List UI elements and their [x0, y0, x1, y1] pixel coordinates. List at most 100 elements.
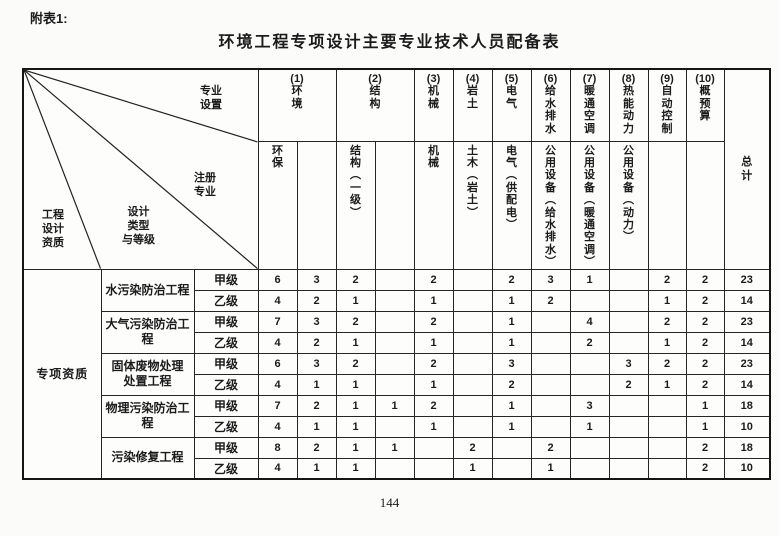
value-cell: 1 — [647, 289, 687, 312]
value-cell: 1 — [374, 394, 415, 417]
grade-cell: 甲级 — [193, 394, 259, 417]
value-cell: 2 — [413, 352, 454, 375]
grade-cell: 甲级 — [193, 268, 259, 291]
value-cell: 2 — [685, 373, 725, 396]
value-cell: 2 — [685, 457, 725, 480]
table-row: 乙级 4 2 1 1 1 2 1 2 14 — [23, 289, 771, 312]
value-cell: 1 — [413, 289, 454, 312]
project-type-cell: 固体废物处理 处置工程 — [100, 352, 195, 396]
value-cell — [413, 457, 454, 480]
value-cell: 2 — [569, 331, 610, 354]
value-cell: 1 — [413, 373, 454, 396]
value-cell: 4 — [257, 373, 298, 396]
total-cell: 18 — [723, 394, 771, 417]
value-cell: 3 — [296, 352, 337, 375]
value-cell — [608, 289, 649, 312]
value-cell — [530, 415, 571, 438]
value-cell: 4 — [257, 289, 298, 312]
personnel-table: 专业 设置 注册 专业 设计 类型 与等级 工程 设计 资质 (1) 环 境 (… — [22, 68, 772, 481]
value-cell — [491, 436, 532, 459]
header-row-registered-specialty: 环 保 结 构 ︵ 一 级 ︶ 机 械 土 木 ︵ 岩 土 ︶ 电 气 ︵ 供 … — [23, 140, 770, 270]
value-cell — [452, 352, 493, 375]
diagonal-divider-lines — [24, 70, 257, 269]
value-cell — [530, 352, 571, 375]
value-cell — [452, 394, 493, 417]
value-cell — [647, 436, 687, 459]
value-cell: 4 — [257, 457, 298, 480]
grade-cell: 乙级 — [193, 289, 259, 312]
value-cell: 1 — [335, 436, 376, 459]
total-cell: 23 — [723, 268, 771, 291]
project-type-cell: 大气污染防治工程 — [100, 310, 195, 354]
value-cell: 2 — [647, 352, 687, 375]
header-environment: (1) 环 境 — [257, 68, 337, 142]
total-cell: 23 — [723, 352, 771, 375]
header-budget: (10) 概 预 算 — [685, 68, 725, 142]
value-cell — [569, 289, 610, 312]
value-cell: 1 — [335, 394, 376, 417]
value-cell: 2 — [413, 310, 454, 333]
value-cell: 2 — [335, 352, 376, 375]
value-cell — [374, 331, 415, 354]
value-cell: 2 — [685, 310, 725, 333]
value-cell — [530, 310, 571, 333]
header-structure: (2) 结 构 — [335, 68, 415, 142]
value-cell: 4 — [257, 415, 298, 438]
value-cell — [569, 373, 610, 396]
table-row: 污染修复工程 甲级 8 2 1 1 2 2 2 18 — [23, 436, 771, 480]
grade-cell: 乙级 — [193, 415, 259, 438]
grade-cell: 甲级 — [193, 352, 259, 375]
grade-cell: 乙级 — [193, 457, 259, 480]
value-cell — [374, 457, 415, 480]
subheader-structure-grade1: 结 构 ︵ 一 级 ︶ — [335, 140, 376, 270]
value-cell: 2 — [296, 289, 337, 312]
value-cell: 2 — [335, 310, 376, 333]
value-cell: 2 — [647, 268, 687, 291]
subheader-env-protection: 环 保 — [257, 140, 298, 270]
value-cell — [647, 415, 687, 438]
value-cell — [569, 436, 610, 459]
qualification-cell: 专项资质 — [22, 268, 102, 480]
value-cell — [647, 394, 687, 417]
table-row: 固体废物处理 处置工程 甲级 6 3 2 2 3 3 2 2 23 — [23, 352, 771, 396]
value-cell: 1 — [335, 289, 376, 312]
grade-cell: 乙级 — [193, 331, 259, 354]
value-cell — [452, 289, 493, 312]
value-cell — [452, 310, 493, 333]
value-cell — [452, 268, 493, 291]
value-cell — [608, 415, 649, 438]
table-row: 乙级 4 2 1 1 1 2 1 2 14 — [23, 331, 771, 354]
subheader-public-equipment-hvac: 公 用 设 备 ︵ 暖 通 空 调 ︶ — [569, 140, 610, 270]
value-cell — [452, 373, 493, 396]
value-cell: 1 — [491, 415, 532, 438]
value-cell: 2 — [491, 373, 532, 396]
value-cell — [608, 394, 649, 417]
value-cell: 1 — [685, 394, 725, 417]
value-cell: 1 — [413, 415, 454, 438]
value-cell — [374, 289, 415, 312]
value-cell: 3 — [569, 394, 610, 417]
value-cell: 1 — [491, 310, 532, 333]
value-cell — [452, 331, 493, 354]
corner-label-registered-specialty: 注册 专业 — [194, 172, 216, 198]
value-cell: 3 — [296, 268, 337, 291]
subheader-machinery: 机 械 — [413, 140, 454, 270]
page-title: 环境工程专项设计主要专业技术人员配备表 — [218, 34, 561, 51]
header-total: 总 计 — [723, 68, 771, 270]
corner-cell: 专业 设置 注册 专业 设计 类型 与等级 工程 设计 资质 — [22, 68, 259, 270]
value-cell: 1 — [685, 415, 725, 438]
value-cell — [491, 457, 532, 480]
value-cell: 1 — [647, 373, 687, 396]
value-cell — [413, 436, 454, 459]
value-cell: 1 — [491, 289, 532, 312]
value-cell: 8 — [257, 436, 298, 459]
appendix-label: 附表1: — [30, 11, 68, 26]
total-cell: 14 — [723, 373, 771, 396]
value-cell: 1 — [569, 268, 610, 291]
corner-label-design-type-grade: 设计 类型 与等级 — [122, 206, 155, 246]
subheader-public-equipment-water: 公 用 设 备 ︵ 给 水 排 水 ︶ — [530, 140, 571, 270]
value-cell: 4 — [569, 310, 610, 333]
value-cell — [608, 457, 649, 480]
header-hvac: (7) 暖 通 空 调 — [569, 68, 610, 142]
value-cell — [374, 352, 415, 375]
